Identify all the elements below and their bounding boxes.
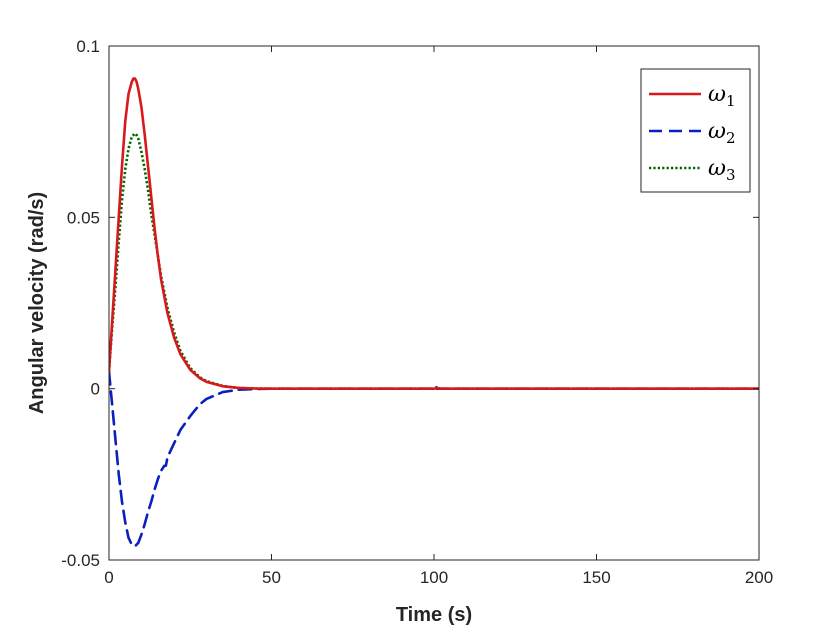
series-layer: [109, 77, 759, 548]
legend-label-3: ω3: [708, 156, 736, 184]
legend-label-1: ω1: [708, 82, 736, 110]
y-tick-label: 0.05: [67, 208, 100, 227]
x-tick-label: 0: [104, 568, 113, 587]
legend-subscript: 1: [726, 92, 736, 110]
legend-symbol: ω: [708, 82, 726, 107]
x-tick-label: 200: [745, 568, 773, 587]
x-axis-title: Time (s): [396, 604, 472, 626]
legend-label-2: ω2: [708, 119, 736, 147]
series-line-1: [109, 77, 759, 390]
y-tick-label: 0.1: [76, 37, 100, 56]
legend-symbol: ω: [708, 119, 726, 144]
x-tick-label: 50: [262, 568, 281, 587]
y-axis-title: Angular velocity (rad/s): [26, 192, 48, 414]
x-tick-label: 100: [420, 568, 448, 587]
legend-subscript: 3: [726, 166, 736, 184]
legend-symbol: ω: [708, 156, 726, 181]
y-tick-label: 0: [91, 380, 100, 399]
y-tick-label: -0.05: [61, 551, 100, 570]
series-line-2: [109, 370, 759, 548]
x-tick-label: 150: [582, 568, 610, 587]
legend-subscript: 2: [726, 129, 736, 147]
tick-layer: [108, 45, 760, 561]
